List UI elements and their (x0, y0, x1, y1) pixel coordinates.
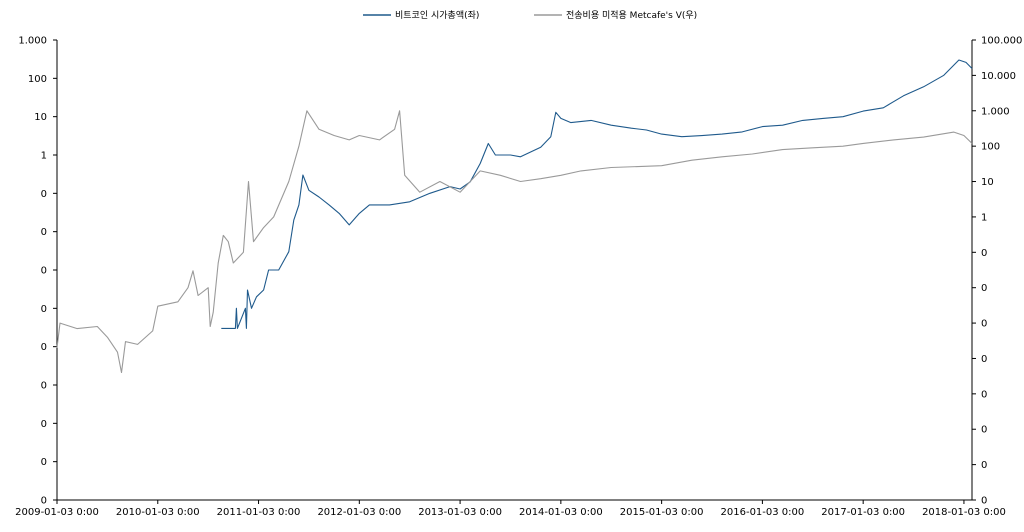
y-right-tick-label: 0 (981, 319, 987, 330)
y-right-tick-label: 100.000 (981, 36, 1022, 47)
series-line-1 (56, 110, 973, 374)
x-tick-label: 2015-01-03 0:00 (620, 507, 704, 518)
y-left-tick-label: 1.000 (18, 36, 47, 47)
y-left-tick-label: 0 (41, 189, 47, 200)
y-left-tick-label: 0 (41, 419, 47, 430)
x-tick-label: 2016-01-03 0:00 (721, 507, 805, 518)
x-tick-label: 2013-01-03 0:00 (418, 507, 502, 518)
y-right-tick-label: 0 (981, 389, 987, 400)
legend: 비트코인 시가총액(좌) 전송비용 미적용 Metcafe's V(우) (363, 9, 697, 21)
y-left-tick-label: 10 (34, 112, 47, 123)
legend-label-1: 전송비용 미적용 Metcafe's V(우) (566, 9, 697, 21)
axes: 0 0 0 0 0 0 0 0 0 1 10 100 1.000 0 0 0 0 0 0 0 0 1 10 100 1.000 1… (15, 36, 1022, 519)
series-line-0 (221, 59, 973, 329)
y-right-tick-label: 1 (981, 212, 987, 223)
y-left-tick-label: 0 (41, 304, 47, 315)
y-left-tick-label: 0 (41, 227, 47, 238)
x-tick-label: 2009-01-03 0:00 (15, 507, 99, 518)
y-right-tick-label: 1.000 (981, 106, 1010, 117)
y-right-tick-label: 0 (981, 283, 987, 294)
x-tick-label: 2012-01-03 0:00 (317, 507, 401, 518)
y-right-tick-label: 100 (981, 142, 1000, 153)
y-right-tick-label: 0 (981, 460, 987, 471)
y-left-tick-label: 0 (41, 342, 47, 353)
y-right-tick-label: 0 (981, 496, 987, 507)
x-tick-label: 2011-01-03 0:00 (217, 507, 301, 518)
x-tick-label: 2014-01-03 0:00 (519, 507, 603, 518)
x-tick-label: 2010-01-03 0:00 (116, 507, 200, 518)
y-right-tick-label: 0 (981, 354, 987, 365)
x-tick-label: 2018-01-03 0:00 (922, 507, 1006, 518)
y-right-tick-label: 10 (981, 177, 994, 188)
series-layer (56, 59, 973, 374)
y-right-tick-label: 0 (981, 248, 987, 259)
y-left-tick-label: 0 (41, 496, 47, 507)
legend-label-0: 비트코인 시가총액(좌) (395, 9, 479, 21)
y-right-tick-label: 10.000 (981, 71, 1016, 82)
x-tick-label: 2017-01-03 0:00 (821, 507, 905, 518)
y-left-tick-label: 0 (41, 457, 47, 468)
y-left-tick-label: 0 (41, 381, 47, 392)
y-left-tick-label: 0 (41, 266, 47, 277)
y-right-tick-label: 0 (981, 425, 987, 436)
y-left-tick-label: 1 (41, 151, 47, 162)
y-left-tick-label: 100 (28, 74, 47, 85)
